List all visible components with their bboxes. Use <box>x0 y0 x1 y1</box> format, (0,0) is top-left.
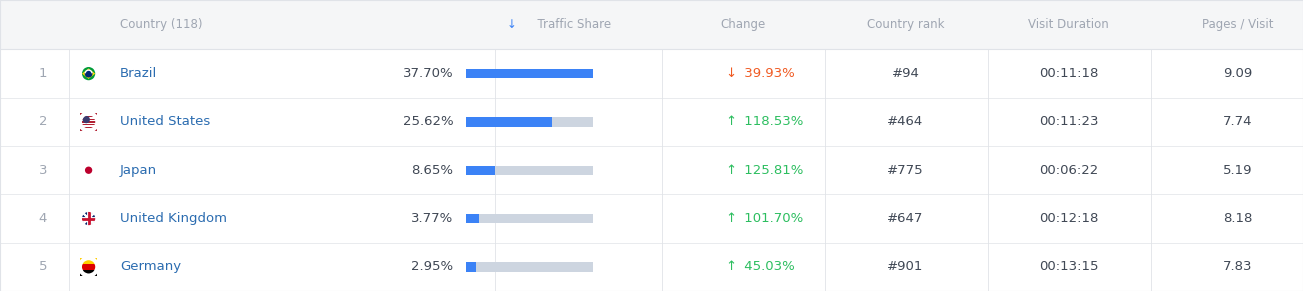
Text: Japan: Japan <box>120 164 156 177</box>
Text: #647: #647 <box>887 212 924 225</box>
Text: 7.83: 7.83 <box>1224 260 1252 273</box>
Text: Germany: Germany <box>120 260 181 273</box>
FancyBboxPatch shape <box>79 123 98 124</box>
FancyBboxPatch shape <box>466 262 477 272</box>
Text: 4: 4 <box>39 212 47 225</box>
Text: 125.81%: 125.81% <box>740 164 804 177</box>
FancyBboxPatch shape <box>466 166 495 175</box>
FancyBboxPatch shape <box>79 128 98 129</box>
Text: ↓: ↓ <box>724 67 736 80</box>
Text: #464: #464 <box>887 116 924 128</box>
FancyBboxPatch shape <box>79 258 98 264</box>
Text: 8.65%: 8.65% <box>412 164 453 177</box>
Ellipse shape <box>79 162 98 179</box>
Text: 45.03%: 45.03% <box>740 260 795 273</box>
FancyBboxPatch shape <box>79 270 98 276</box>
Text: 1: 1 <box>39 67 47 80</box>
Text: 00:11:23: 00:11:23 <box>1038 116 1098 128</box>
Text: 00:12:18: 00:12:18 <box>1038 212 1098 225</box>
FancyBboxPatch shape <box>466 117 552 127</box>
Text: United States: United States <box>120 116 210 128</box>
FancyBboxPatch shape <box>79 117 98 118</box>
Ellipse shape <box>79 113 98 131</box>
Text: Country rank: Country rank <box>866 18 945 31</box>
Text: 39.93%: 39.93% <box>740 67 795 80</box>
Ellipse shape <box>85 166 93 174</box>
Ellipse shape <box>79 210 98 227</box>
Text: United Kingdom: United Kingdom <box>120 212 227 225</box>
Text: 2: 2 <box>39 116 47 128</box>
FancyBboxPatch shape <box>79 113 98 115</box>
FancyBboxPatch shape <box>466 214 480 223</box>
Ellipse shape <box>82 116 90 123</box>
Text: Country (118): Country (118) <box>120 18 202 31</box>
Text: 8.18: 8.18 <box>1224 212 1252 225</box>
FancyBboxPatch shape <box>79 121 98 123</box>
Ellipse shape <box>79 65 98 82</box>
Text: 7.74: 7.74 <box>1224 116 1252 128</box>
FancyBboxPatch shape <box>466 69 593 78</box>
Text: Pages / Visit: Pages / Visit <box>1203 18 1273 31</box>
FancyBboxPatch shape <box>79 125 98 127</box>
FancyBboxPatch shape <box>79 120 98 121</box>
FancyBboxPatch shape <box>466 166 593 175</box>
Ellipse shape <box>85 70 93 78</box>
Text: ↓: ↓ <box>507 18 516 31</box>
Text: Change: Change <box>721 18 765 31</box>
Text: 3: 3 <box>39 164 47 177</box>
Text: 00:06:22: 00:06:22 <box>1038 164 1098 177</box>
FancyBboxPatch shape <box>79 264 98 270</box>
Text: 00:13:15: 00:13:15 <box>1038 260 1098 273</box>
Text: 9.09: 9.09 <box>1224 67 1252 80</box>
FancyBboxPatch shape <box>79 129 98 131</box>
FancyBboxPatch shape <box>466 69 593 78</box>
Text: 101.70%: 101.70% <box>740 212 804 225</box>
Text: 37.70%: 37.70% <box>403 67 453 80</box>
FancyBboxPatch shape <box>79 115 98 116</box>
Text: 2.95%: 2.95% <box>412 260 453 273</box>
Text: 5: 5 <box>39 260 47 273</box>
FancyBboxPatch shape <box>0 0 1303 49</box>
FancyBboxPatch shape <box>466 262 593 272</box>
Text: #94: #94 <box>891 67 920 80</box>
Text: ↑: ↑ <box>724 164 736 177</box>
Text: Brazil: Brazil <box>120 67 158 80</box>
Text: #901: #901 <box>887 260 924 273</box>
FancyBboxPatch shape <box>466 117 593 127</box>
Text: Traffic Share: Traffic Share <box>529 18 611 31</box>
FancyBboxPatch shape <box>79 124 98 125</box>
Text: 3.77%: 3.77% <box>412 212 453 225</box>
Polygon shape <box>82 68 95 79</box>
FancyBboxPatch shape <box>466 214 593 223</box>
FancyBboxPatch shape <box>79 127 98 128</box>
Text: 5.19: 5.19 <box>1224 164 1252 177</box>
Text: #775: #775 <box>887 164 924 177</box>
FancyBboxPatch shape <box>79 116 98 117</box>
FancyBboxPatch shape <box>79 118 98 120</box>
Text: ↑: ↑ <box>724 212 736 225</box>
Text: Visit Duration: Visit Duration <box>1028 18 1109 31</box>
Text: 25.62%: 25.62% <box>403 116 453 128</box>
Text: ↑: ↑ <box>724 260 736 273</box>
Text: ↑: ↑ <box>724 116 736 128</box>
Text: 00:11:18: 00:11:18 <box>1038 67 1098 80</box>
Text: 118.53%: 118.53% <box>740 116 804 128</box>
